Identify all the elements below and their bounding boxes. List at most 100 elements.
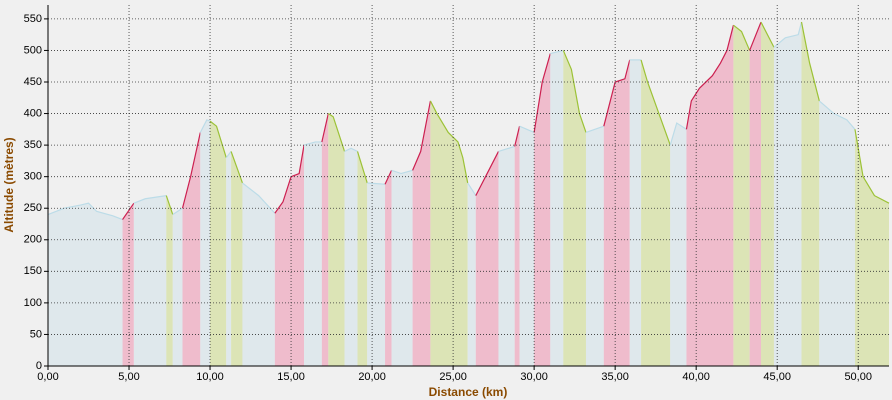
profile-line	[818, 100, 856, 130]
y-tick-label: 100	[24, 297, 42, 309]
area-band	[344, 148, 358, 366]
area-band	[854, 129, 889, 366]
y-tick-label: 50	[30, 328, 42, 340]
area-band	[226, 151, 232, 366]
area-band	[641, 59, 671, 366]
profile-line	[669, 122, 687, 146]
profile-line	[800, 21, 820, 102]
profile-line	[749, 21, 762, 51]
y-tick-label: 0	[36, 360, 42, 372]
area-band	[603, 59, 630, 366]
profile-line	[412, 100, 432, 171]
area-band	[304, 141, 322, 366]
area-band	[773, 22, 802, 366]
profile-line	[165, 195, 174, 215]
area-band	[385, 170, 392, 366]
area-band	[749, 22, 761, 366]
area-band	[210, 121, 227, 366]
y-tick-label: 450	[24, 76, 42, 88]
x-tick-label: 10,00	[196, 371, 224, 383]
profile-line	[391, 169, 413, 175]
profile-line	[344, 147, 358, 152]
y-tick-label: 350	[24, 139, 42, 151]
profile-line	[585, 125, 605, 134]
profile-line	[225, 151, 232, 159]
y-tick-label: 550	[24, 13, 42, 25]
x-tick-label: 45,00	[763, 371, 791, 383]
area-band	[550, 50, 564, 367]
x-tick-label: 15,00	[277, 371, 305, 383]
y-tick-label: 500	[24, 44, 42, 56]
profile-line	[133, 195, 167, 204]
area-band	[514, 126, 520, 366]
profile-line	[467, 182, 477, 196]
profile-line	[773, 21, 803, 48]
x-tick-label: 50,00	[844, 371, 872, 383]
area-band	[467, 182, 476, 366]
x-tick-label: 5,00	[118, 371, 139, 383]
profile-line	[498, 145, 515, 152]
profile-line	[640, 59, 671, 146]
area-band	[182, 132, 201, 366]
area-band	[391, 170, 413, 366]
area-band	[686, 25, 734, 367]
profile-line	[242, 182, 276, 214]
profile-line	[181, 132, 201, 209]
area-band	[367, 182, 386, 366]
area-band	[819, 100, 855, 367]
area-band	[534, 53, 551, 366]
profile-line	[199, 119, 211, 133]
area-band	[231, 151, 243, 366]
x-tick-label: 25,00	[439, 371, 467, 383]
area-band	[133, 195, 167, 366]
x-tick-label: 40,00	[682, 371, 710, 383]
area-band	[629, 59, 642, 366]
area-band	[321, 113, 329, 366]
profile-line	[760, 21, 775, 48]
x-axis-title: Distance (km)	[429, 385, 508, 399]
area-band	[519, 126, 535, 366]
profile-line	[47, 202, 123, 221]
area-band	[357, 151, 368, 366]
profile-line	[603, 59, 631, 127]
area-band	[48, 203, 123, 366]
profile-line	[733, 24, 751, 51]
y-tick-label: 200	[24, 234, 42, 246]
profile-line	[854, 129, 890, 204]
y-tick-label: 300	[24, 171, 42, 183]
profile-line	[367, 182, 386, 185]
area-band	[475, 151, 499, 366]
area-band	[122, 203, 134, 366]
profile-line	[209, 120, 227, 158]
profile-line	[384, 170, 393, 185]
area-band	[498, 146, 515, 366]
area-band	[274, 145, 305, 366]
y-tick-label: 400	[24, 107, 42, 119]
profile-line	[172, 207, 183, 216]
profile-line	[328, 113, 346, 152]
area-band	[172, 208, 183, 366]
area-band	[412, 100, 431, 367]
area-band	[801, 22, 820, 366]
profile-line	[303, 141, 322, 146]
y-tick-label: 150	[24, 265, 42, 277]
x-tick-label: 0,00	[37, 371, 58, 383]
x-tick-label: 35,00	[601, 371, 629, 383]
area-band	[760, 22, 774, 366]
area-band	[733, 25, 750, 367]
x-tick-label: 30,00	[520, 371, 548, 383]
area-band	[585, 126, 604, 366]
profile-line	[562, 50, 587, 133]
profile-line	[475, 151, 500, 196]
profile-line	[550, 49, 564, 55]
y-axis-title: Altitude (mètres)	[2, 137, 16, 232]
profile-line	[533, 53, 551, 133]
profile-line	[519, 125, 535, 134]
area-band	[670, 123, 687, 367]
profile-line	[514, 126, 521, 147]
area-band	[242, 182, 275, 366]
profile-line	[321, 113, 329, 143]
area-band	[430, 100, 468, 367]
area-band	[166, 195, 173, 366]
